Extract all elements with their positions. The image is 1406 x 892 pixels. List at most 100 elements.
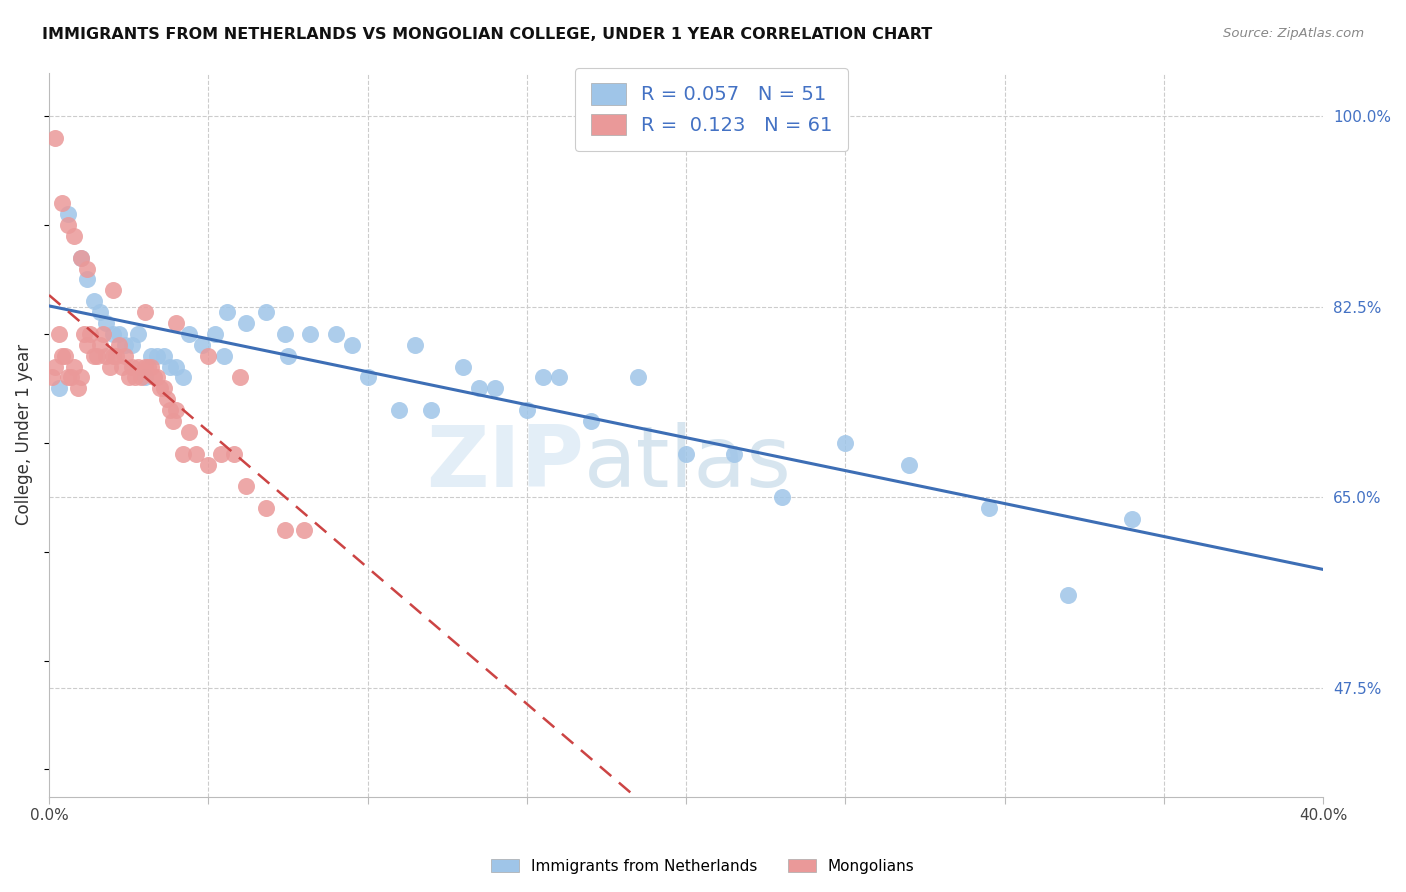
- Point: [69, 370, 91, 384]
- Point: [191, 338, 214, 352]
- Point: [117, 370, 139, 384]
- Point: [172, 447, 194, 461]
- Point: [274, 326, 297, 341]
- Point: [108, 326, 131, 341]
- Legend: R = 0.057   N = 51, R =  0.123   N = 61: R = 0.057 N = 51, R = 0.123 N = 61: [575, 68, 848, 151]
- Point: [156, 392, 179, 407]
- Point: [73, 326, 96, 341]
- Point: [723, 447, 745, 461]
- Point: [235, 316, 257, 330]
- Point: [356, 370, 378, 384]
- Point: [420, 403, 443, 417]
- Point: [124, 370, 146, 384]
- Point: [184, 447, 207, 461]
- Point: [627, 370, 650, 384]
- Point: [51, 349, 73, 363]
- Point: [516, 403, 538, 417]
- Point: [69, 251, 91, 265]
- Point: [197, 458, 219, 472]
- Point: [165, 316, 187, 330]
- Point: [63, 228, 86, 243]
- Point: [235, 479, 257, 493]
- Point: [69, 251, 91, 265]
- Point: [134, 359, 156, 374]
- Point: [44, 131, 66, 145]
- Point: [134, 370, 156, 384]
- Point: [89, 338, 111, 352]
- Point: [127, 359, 149, 374]
- Point: [91, 326, 114, 341]
- Point: [162, 414, 184, 428]
- Point: [159, 359, 181, 374]
- Point: [139, 349, 162, 363]
- Point: [277, 349, 299, 363]
- Point: [404, 338, 426, 352]
- Point: [56, 370, 79, 384]
- Point: [83, 349, 105, 363]
- Point: [229, 370, 252, 384]
- Point: [222, 447, 245, 461]
- Point: [547, 370, 569, 384]
- Point: [66, 381, 89, 395]
- Point: [56, 218, 79, 232]
- Point: [217, 305, 239, 319]
- Point: [977, 501, 1000, 516]
- Point: [197, 349, 219, 363]
- Point: [53, 349, 76, 363]
- Point: [146, 370, 169, 384]
- Point: [48, 326, 70, 341]
- Point: [152, 349, 174, 363]
- Point: [104, 349, 127, 363]
- Point: [121, 359, 143, 374]
- Point: [134, 305, 156, 319]
- Point: [274, 523, 297, 537]
- Point: [898, 458, 921, 472]
- Point: [468, 381, 491, 395]
- Point: [212, 349, 235, 363]
- Point: [146, 349, 169, 363]
- Point: [127, 326, 149, 341]
- Text: atlas: atlas: [583, 422, 792, 505]
- Point: [136, 359, 159, 374]
- Point: [254, 305, 277, 319]
- Point: [51, 196, 73, 211]
- Point: [675, 447, 697, 461]
- Point: [299, 326, 322, 341]
- Point: [121, 338, 143, 352]
- Point: [451, 359, 474, 374]
- Point: [325, 326, 347, 341]
- Point: [1121, 512, 1143, 526]
- Point: [63, 359, 86, 374]
- Point: [1057, 588, 1080, 602]
- Point: [131, 370, 153, 384]
- Point: [340, 338, 363, 352]
- Text: IMMIGRANTS FROM NETHERLANDS VS MONGOLIAN COLLEGE, UNDER 1 YEAR CORRELATION CHART: IMMIGRANTS FROM NETHERLANDS VS MONGOLIAN…: [42, 27, 932, 42]
- Point: [179, 425, 201, 439]
- Point: [108, 338, 131, 352]
- Point: [114, 349, 136, 363]
- Point: [76, 272, 98, 286]
- Point: [292, 523, 315, 537]
- Point: [254, 501, 277, 516]
- Point: [79, 326, 101, 341]
- Point: [86, 349, 108, 363]
- Point: [531, 370, 554, 384]
- Point: [101, 283, 124, 297]
- Point: [98, 359, 121, 374]
- Point: [83, 294, 105, 309]
- Point: [111, 359, 134, 374]
- Point: [152, 381, 174, 395]
- Point: [89, 305, 111, 319]
- Text: ZIP: ZIP: [426, 422, 583, 505]
- Point: [114, 338, 136, 352]
- Y-axis label: College, Under 1 year: College, Under 1 year: [15, 344, 32, 525]
- Point: [41, 370, 63, 384]
- Point: [96, 349, 118, 363]
- Point: [101, 349, 124, 363]
- Point: [60, 370, 83, 384]
- Point: [388, 403, 411, 417]
- Point: [159, 403, 181, 417]
- Point: [484, 381, 506, 395]
- Point: [579, 414, 602, 428]
- Point: [834, 435, 856, 450]
